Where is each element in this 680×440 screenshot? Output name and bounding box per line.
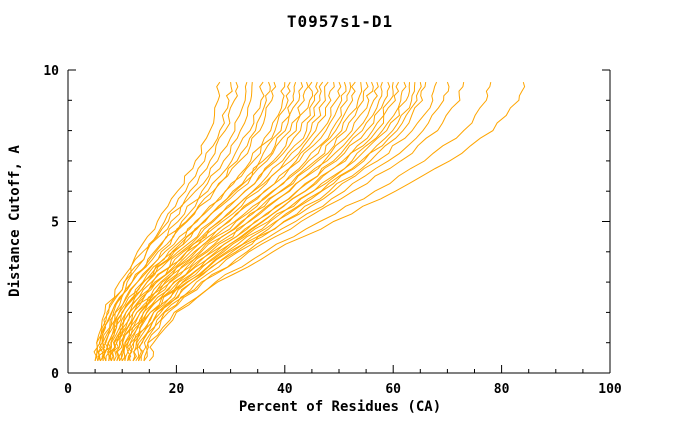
curve-line [110,81,347,362]
curve-line [119,81,379,362]
curve-line [127,81,383,362]
curve-line [132,81,438,362]
curve-line [102,82,253,361]
curve-line [137,82,465,362]
curve-line [96,81,277,362]
curve-line [118,81,342,361]
y-tick-label: 0 [51,367,59,382]
curve-line [124,81,400,362]
curve-line [148,81,492,362]
curve-line [101,81,309,362]
curve-line [103,81,304,362]
curve-line [115,81,324,362]
x-tick-label: 0 [64,382,72,397]
curve-line [109,82,335,361]
curve-line [123,82,363,361]
x-axis-label: Percent of Residues (CA) [238,399,442,415]
curve-line [105,81,271,361]
x-tick-label: 80 [494,382,510,397]
x-tick-label: 60 [385,382,401,397]
x-tick-label: 40 [277,382,293,397]
chart-title: T0957s1-D1 [286,12,394,31]
curve-line [107,82,286,361]
x-tick-label: 20 [169,382,185,397]
curve-line [94,81,248,361]
curve-line [116,81,369,362]
y-tick-label: 10 [43,64,59,79]
curve-line [143,81,450,361]
curve-line [93,81,221,362]
curve-line [121,81,391,362]
y-tick-label: 5 [51,216,59,231]
curve-line [113,81,356,362]
curve-line [120,82,352,361]
curve-line [97,81,291,362]
curve-line [138,82,416,361]
curve-line [126,82,411,361]
x-tick-label: 100 [598,382,622,397]
curve-line [108,81,329,362]
curve-line [128,82,422,362]
curve-line [98,81,265,362]
curve-line [143,81,526,362]
curve-line [140,82,427,361]
curve-line [103,81,319,362]
